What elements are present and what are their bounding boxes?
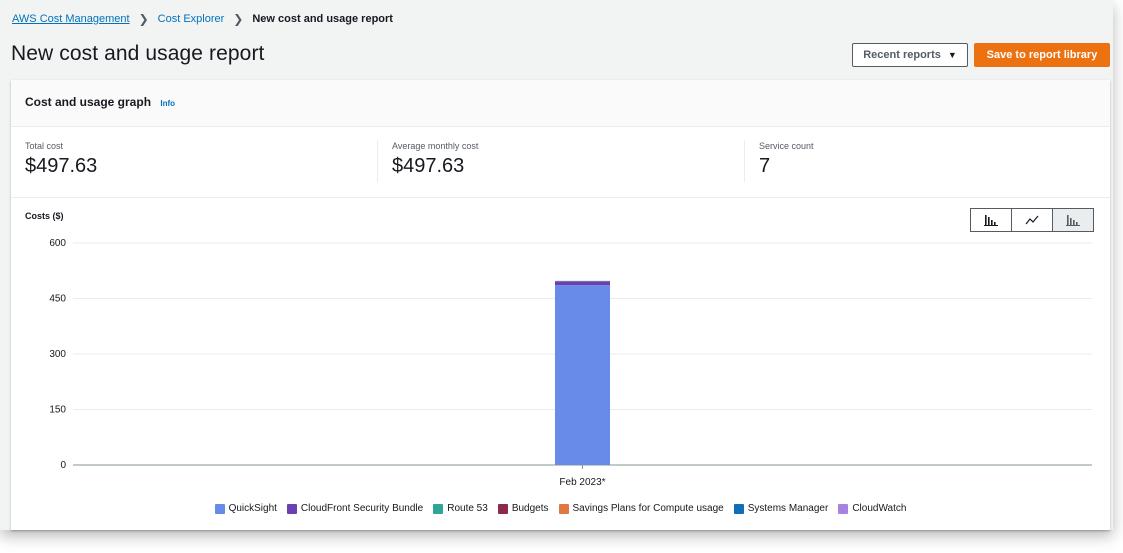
cost-usage-chart: 0 150 300 450 600 Feb 2023*: [49, 238, 1092, 488]
y-tick-label: 0: [60, 460, 66, 471]
y-axis-label: Costs ($): [25, 211, 64, 221]
bar-segment: [555, 285, 610, 465]
service-count-metric: Service count 7: [759, 141, 814, 178]
metrics-divider: [11, 197, 1110, 198]
legend-swatch: [733, 503, 744, 514]
legend-swatch: [286, 503, 297, 514]
breadcrumb-aws-cost-management[interactable]: AWS Cost Management: [12, 13, 130, 25]
legend-swatch: [433, 503, 444, 514]
y-tick-label: 450: [49, 294, 66, 305]
legend-swatch: [558, 503, 569, 514]
breadcrumb-current: New cost and usage report: [252, 13, 393, 25]
legend-label: CloudFront Security Bundle: [300, 503, 424, 514]
stacked-bar-chart-toggle[interactable]: [1052, 208, 1094, 232]
legend-item[interactable]: QuickSight: [214, 503, 277, 514]
legend-swatch: [497, 503, 508, 514]
breadcrumb-cost-explorer[interactable]: Cost Explorer: [157, 13, 225, 25]
bar-chart-icon: [984, 215, 998, 226]
window-frame: AWS Cost Management ❯ Cost Explorer ❯ Ne…: [0, 0, 1113, 530]
legend-swatch: [838, 503, 849, 514]
cost-usage-graph-panel: Cost and usage graph Info Total cost $49…: [11, 80, 1110, 530]
caret-down-icon: ▼: [947, 50, 957, 60]
metric-divider: [744, 140, 745, 182]
legend-item[interactable]: CloudFront Security Bundle: [286, 503, 424, 514]
service-count-value: 7: [759, 155, 771, 177]
legend-item[interactable]: Route 53: [433, 503, 488, 514]
legend-label: Route 53: [447, 503, 488, 514]
panel-title: Cost and usage graph Info: [25, 95, 175, 109]
metric-divider: [377, 140, 378, 182]
legend-label: QuickSight: [228, 503, 277, 514]
legend-label: Systems Manager: [747, 503, 829, 514]
y-tick-label: 150: [49, 405, 66, 416]
line-chart-toggle[interactable]: [1011, 208, 1053, 232]
service-count-label: Service count: [759, 141, 814, 151]
breadcrumb: AWS Cost Management ❯ Cost Explorer ❯ Ne…: [12, 12, 393, 26]
legend-label: Budgets: [511, 503, 549, 514]
legend-label: Savings Plans for Compute usage: [572, 503, 724, 514]
recent-reports-label: Recent reports: [863, 49, 941, 61]
chart-type-toggle: [970, 208, 1094, 232]
chevron-right-icon: ❯: [233, 12, 244, 26]
legend-item[interactable]: Savings Plans for Compute usage: [558, 503, 724, 514]
recent-reports-button[interactable]: Recent reports ▼: [852, 43, 968, 67]
chevron-right-icon: ❯: [138, 12, 149, 26]
legend-item[interactable]: CloudWatch: [838, 503, 906, 514]
total-cost-value: $497.63: [25, 155, 98, 177]
y-tick-label: 300: [49, 349, 66, 360]
legend-item[interactable]: Systems Manager: [733, 503, 829, 514]
legend-swatch: [214, 503, 225, 514]
line-chart-icon: [1025, 215, 1039, 225]
total-cost-label: Total cost: [25, 141, 64, 151]
x-tick-label: Feb 2023*: [559, 477, 605, 488]
y-tick-label: 600: [49, 238, 66, 249]
save-to-report-library-button[interactable]: Save to report library: [974, 43, 1110, 67]
panel-title-text: Cost and usage graph: [25, 95, 152, 109]
bar-segment: [555, 280, 610, 282]
average-monthly-cost-value: $497.63: [392, 155, 465, 177]
info-link[interactable]: Info: [160, 99, 176, 108]
panel-header: [11, 80, 1110, 127]
stacked-bar-chart-icon: [1066, 215, 1080, 226]
average-monthly-cost-label: Average monthly cost: [392, 141, 479, 151]
legend-item[interactable]: Budgets: [497, 503, 549, 514]
total-cost-metric: Total cost $497.63: [25, 141, 97, 178]
chart-legend: QuickSight CloudFront Security Bundle Rout…: [11, 503, 1110, 514]
page-title: New cost and usage report: [11, 42, 265, 65]
average-monthly-cost-metric: Average monthly cost $497.63: [392, 141, 478, 178]
legend-label: CloudWatch: [852, 503, 907, 514]
bar-segment: [555, 281, 610, 286]
